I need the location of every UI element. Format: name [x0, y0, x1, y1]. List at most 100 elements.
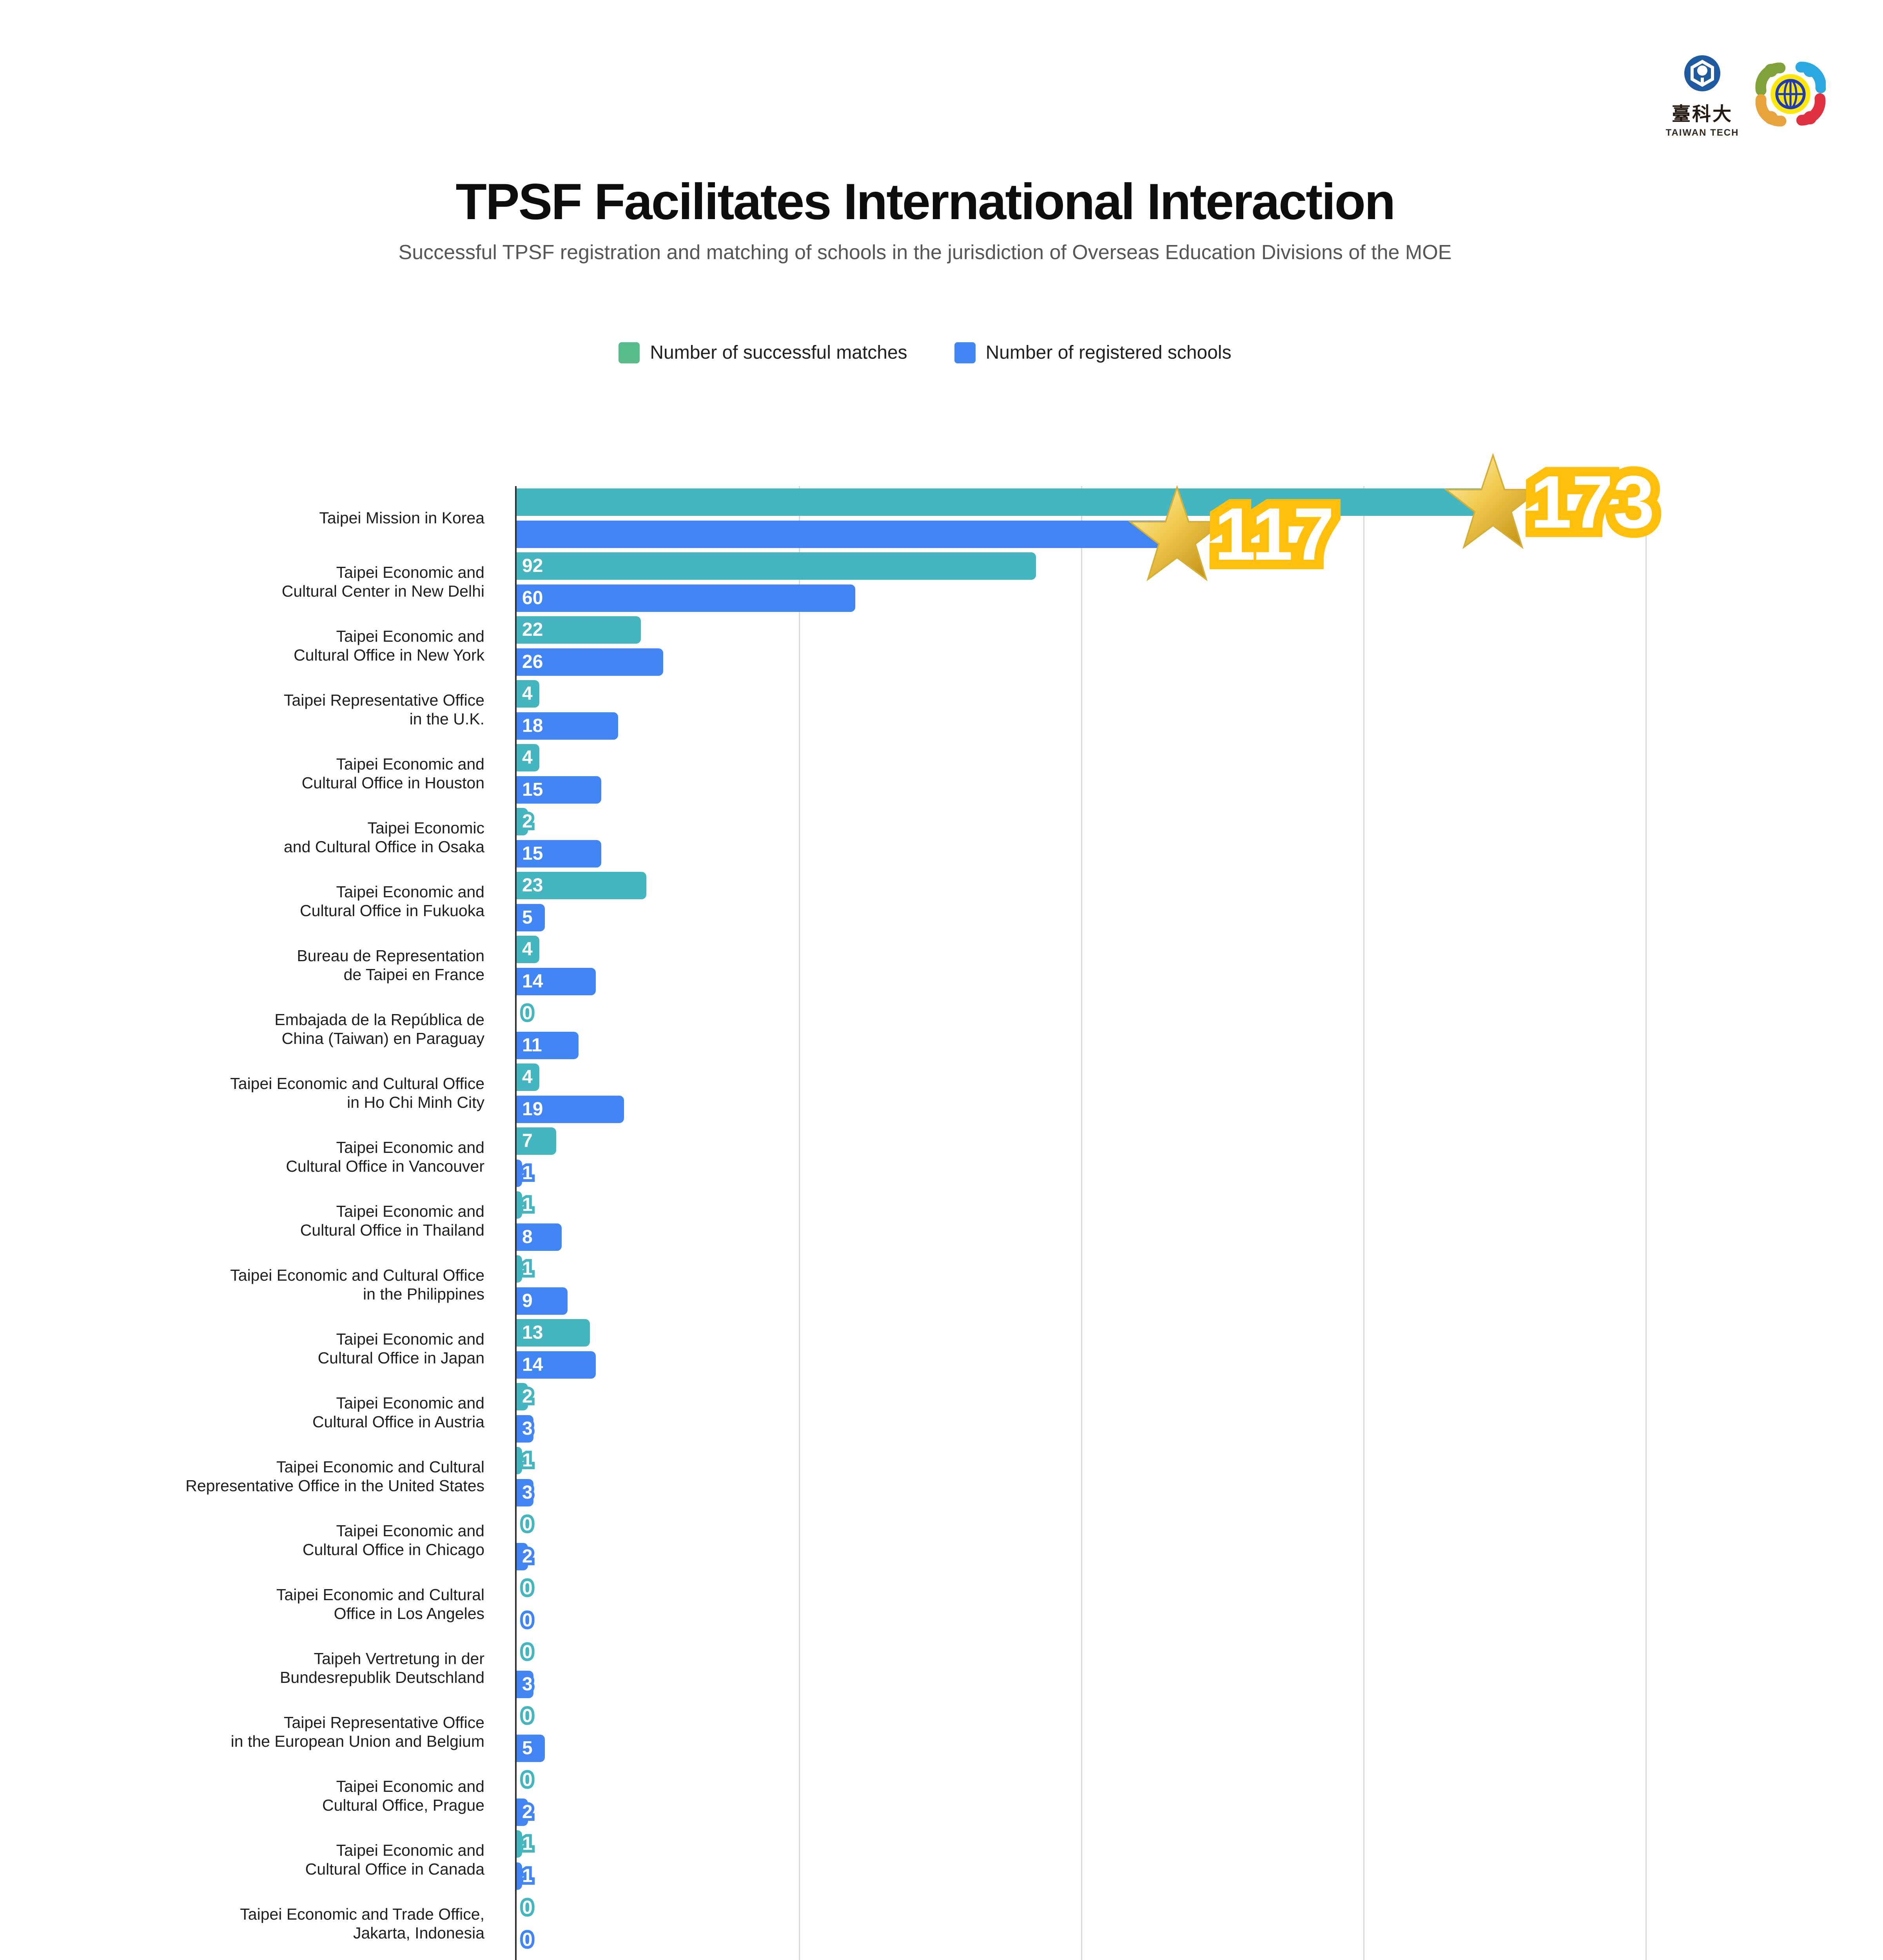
bar-registered-schools	[517, 1031, 579, 1059]
chart-row: 23 23 5 5	[517, 869, 1645, 933]
category-label: Taipei Economic and Cultural Office in H…	[301, 755, 484, 792]
chart-row: 173 173 117 117	[517, 453, 1664, 581]
highlight-badge: 117 117	[1205, 488, 1344, 581]
category-label: Taipei Economic and Cultural Office in C…	[305, 1841, 484, 1878]
category-label: Taipei Economic and Cultural Office in H…	[230, 1074, 484, 1111]
chart-row: 0 0 11 11	[517, 997, 1645, 1061]
bar-successful-matches	[517, 1383, 528, 1410]
category-label: Taipei Economic and Cultural Office in J…	[317, 1330, 484, 1367]
bar-successful-matches	[517, 871, 647, 899]
page-title: TPSF Facilitates International Interacti…	[455, 173, 1395, 230]
bar-registered-schools	[517, 1287, 568, 1315]
category-label: Embajada de la República de China (Taiwa…	[274, 1010, 484, 1047]
bar-registered-schools	[517, 776, 601, 804]
category-labels: Taipei Mission in Korea Taipei Economic a…	[0, 486, 502, 1960]
bar-registered-schools	[517, 1862, 522, 1890]
bar-value-label: 15 15	[519, 777, 546, 802]
gridline	[799, 486, 800, 1960]
legend-label-matches: Number of successful matches	[650, 342, 907, 363]
category-label: Taipei Economic and Cultural Office in F…	[300, 882, 484, 920]
chart-row: 4 4 14 14	[517, 933, 1645, 997]
bar-successful-matches	[517, 744, 539, 771]
category-label: Taipei Economic and Cultural Office in V…	[286, 1138, 484, 1175]
bar-registered-schools	[517, 840, 601, 867]
bar-value-label: 14 14	[519, 1352, 546, 1377]
chart-legend: Number of successful matches Number of r…	[317, 342, 1533, 363]
legend-item-successful-matches: Number of successful matches	[619, 342, 907, 363]
category-label: Taipei Economic and Cultural Office in L…	[276, 1585, 484, 1622]
category-label: Taipei Economic and Trade Office, Jakart…	[240, 1905, 484, 1942]
bar-registered-schools	[517, 1670, 534, 1698]
bar-registered-schools	[517, 648, 664, 676]
bar-successful-matches	[517, 488, 1493, 516]
bar-registered-schools	[517, 1734, 545, 1762]
bar-registered-schools	[517, 904, 545, 931]
bar-value-label: 22 22	[519, 617, 546, 642]
bar-value-label: 60 60	[519, 586, 546, 610]
taiwan-tech-english-name: TAIWAN TECH	[1665, 127, 1739, 138]
chart-row: 4 4 15 15	[517, 742, 1645, 806]
category-label: Taipei Representative Office in the U.K.	[283, 691, 484, 728]
chart-row: 13 13 14 14	[517, 1317, 1645, 1381]
category-label: Taipei Economic and Cultural Office, Pra…	[322, 1777, 484, 1814]
category-label: Taipei Mission in Korea	[319, 508, 484, 527]
bar-registered-schools	[517, 1415, 534, 1443]
category-label: Taipei Economic and Cultural Office in t…	[230, 1266, 484, 1303]
page-subtitle: Successful TPSF registration and matchin…	[398, 241, 1452, 264]
category-label: Taipei Economic and Cultural Office in T…	[300, 1202, 484, 1239]
bar-value-label: 19 19	[519, 1097, 546, 1121]
category-label: Taipei Economic and Cultural Office in B…	[0, 1956, 502, 1960]
bar-successful-matches	[517, 1127, 556, 1155]
plot-area: 173 173 117 117 92 92 60 60 22 22 26 26 4 4 18 18 4 4 15 1…	[515, 453, 1664, 1960]
bar-registered-schools	[517, 1798, 528, 1826]
chart-row: 2 2 15 15	[517, 806, 1645, 869]
bar-successful-matches	[517, 1191, 522, 1219]
chart-row: 22 22 26 26	[517, 614, 1645, 678]
bar-registered-schools	[517, 1479, 534, 1506]
oed-people-globe-logo	[1755, 59, 1827, 131]
bar-registered-schools	[517, 584, 855, 612]
category-label: Taipei Economic and Cultural Center in N…	[281, 563, 484, 600]
bar-value-label: 14 14	[519, 969, 546, 993]
chart-row: 4 4 18 18	[517, 678, 1645, 742]
bar-value-label: 15 15	[519, 841, 546, 866]
legend-swatch-matches	[619, 342, 640, 363]
category-label: Taipei Economic and Cultural Office in C…	[302, 1521, 484, 1559]
bar-value-label: 11 11	[519, 1033, 545, 1057]
bar-registered-schools	[517, 712, 619, 740]
bar-registered-schools	[517, 1351, 596, 1379]
category-label: Taipei Economic and Cultural Representat…	[185, 1457, 484, 1495]
bar-registered-schools	[517, 967, 596, 995]
bar-successful-matches	[517, 935, 539, 963]
bar-successful-matches	[517, 1446, 522, 1474]
bar-successful-matches	[517, 552, 1036, 580]
chart-row: 4 4 19 19	[517, 1061, 1645, 1125]
